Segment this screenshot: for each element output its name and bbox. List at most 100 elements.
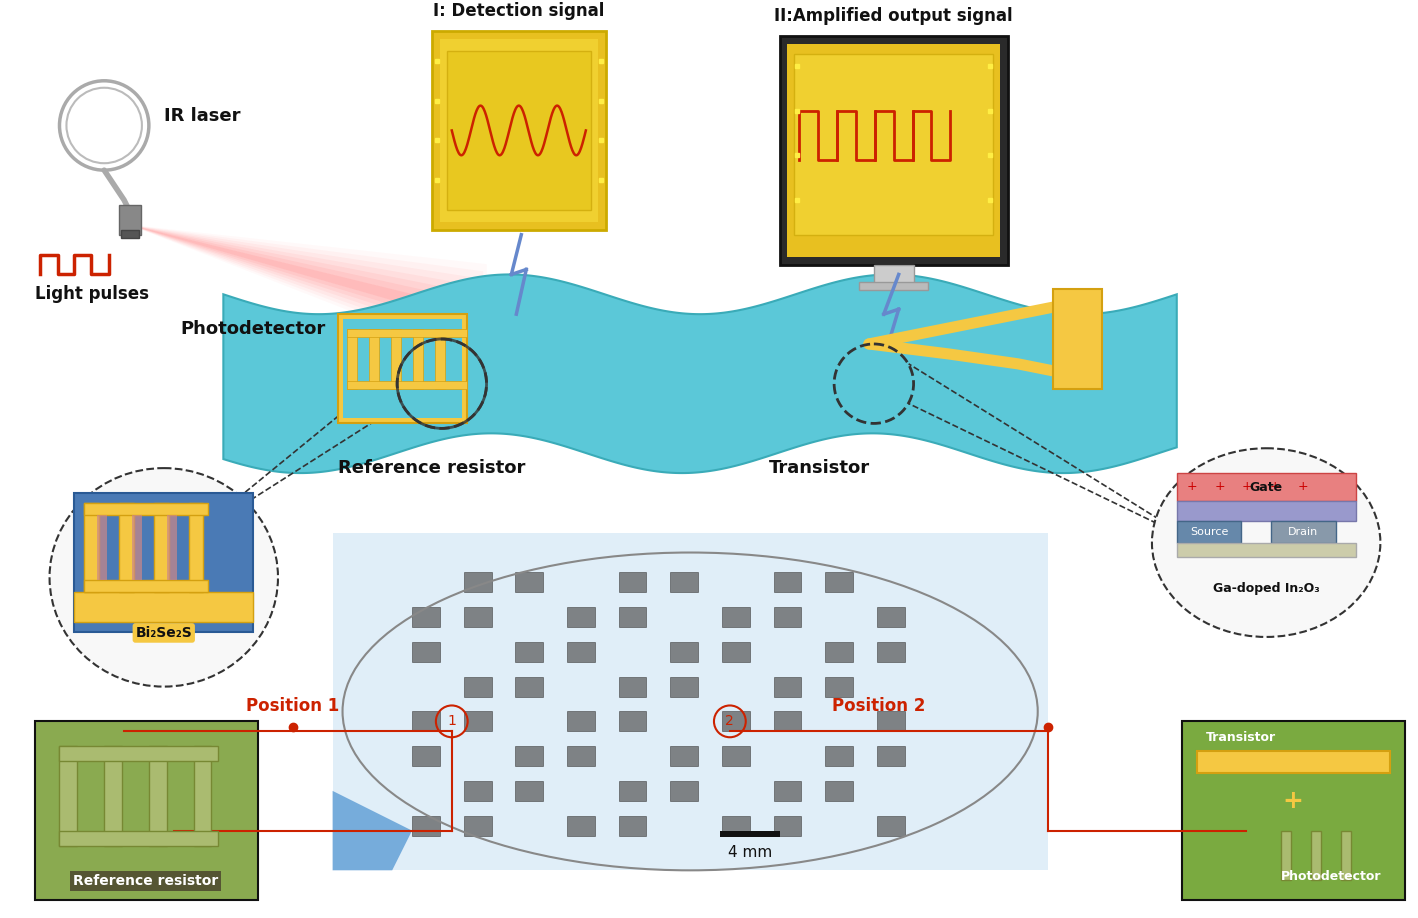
Bar — [618, 711, 647, 732]
Text: Photodetector: Photodetector — [1280, 870, 1381, 883]
Text: Gate: Gate — [1249, 481, 1283, 495]
Bar — [149, 746, 167, 845]
Text: Reference resistor: Reference resistor — [339, 459, 526, 477]
Bar — [618, 573, 647, 592]
Text: 1: 1 — [447, 714, 457, 728]
Bar — [413, 329, 423, 388]
Bar — [464, 711, 492, 732]
Ellipse shape — [1151, 448, 1380, 637]
Bar — [774, 816, 801, 835]
Text: Drain: Drain — [1288, 527, 1317, 537]
Bar — [84, 503, 208, 515]
Bar — [1177, 473, 1356, 501]
Bar — [413, 642, 440, 662]
Bar — [876, 816, 905, 835]
Bar — [189, 503, 204, 592]
Bar — [167, 515, 177, 580]
Polygon shape — [333, 791, 413, 870]
Bar — [98, 515, 108, 580]
Bar — [60, 746, 218, 761]
Text: +: + — [1297, 480, 1309, 494]
Bar — [671, 746, 698, 766]
Polygon shape — [224, 274, 1177, 473]
Bar — [1177, 543, 1356, 557]
Text: Ga-doped In₂O₃: Ga-doped In₂O₃ — [1212, 582, 1320, 595]
Text: Source: Source — [1190, 527, 1229, 537]
Bar — [873, 264, 913, 285]
Bar — [774, 677, 801, 697]
Bar — [464, 607, 492, 627]
Bar — [515, 781, 543, 800]
Bar — [876, 607, 905, 627]
Bar — [859, 283, 929, 290]
Bar — [60, 746, 78, 845]
Text: +: + — [1269, 480, 1280, 494]
Text: I: Detection signal: I: Detection signal — [432, 2, 604, 20]
Bar — [774, 573, 801, 592]
Bar — [1197, 751, 1390, 773]
Bar — [153, 503, 169, 592]
Bar — [413, 816, 440, 835]
Bar — [787, 44, 1000, 256]
Bar — [413, 607, 440, 627]
Bar — [74, 493, 254, 632]
Bar — [413, 711, 440, 732]
Bar — [515, 677, 543, 697]
Bar — [34, 722, 258, 901]
Bar — [440, 39, 598, 222]
Bar — [464, 573, 492, 592]
Bar — [876, 746, 905, 766]
Bar — [369, 329, 379, 388]
Bar — [774, 711, 801, 732]
Bar — [432, 31, 605, 230]
Polygon shape — [129, 225, 476, 342]
Bar — [347, 329, 357, 388]
Polygon shape — [129, 225, 465, 321]
Text: +: + — [1282, 789, 1303, 812]
Bar — [119, 503, 133, 592]
Polygon shape — [129, 225, 472, 336]
Polygon shape — [129, 225, 462, 314]
Ellipse shape — [50, 468, 278, 687]
Bar — [337, 314, 467, 423]
Text: II:Amplified output signal: II:Amplified output signal — [774, 7, 1012, 25]
Text: Bi₂Se₂S: Bi₂Se₂S — [135, 626, 193, 640]
Bar — [825, 781, 854, 800]
Text: Light pulses: Light pulses — [34, 285, 149, 303]
Bar — [84, 580, 208, 592]
Bar — [435, 329, 445, 388]
Bar — [515, 642, 543, 662]
Bar — [794, 54, 993, 235]
Bar — [780, 36, 1008, 264]
Bar — [825, 573, 854, 592]
Bar — [876, 711, 905, 732]
Bar — [464, 816, 492, 835]
Bar — [104, 746, 122, 845]
Bar — [84, 503, 99, 592]
Bar — [1310, 831, 1320, 880]
Bar — [447, 51, 591, 210]
Bar — [722, 607, 750, 627]
Text: +: + — [1187, 480, 1197, 494]
Bar — [1271, 521, 1336, 543]
Polygon shape — [129, 225, 479, 350]
Text: 2: 2 — [726, 714, 735, 728]
Bar — [60, 831, 218, 845]
Bar — [567, 711, 594, 732]
Bar — [567, 816, 594, 835]
Text: Photodetector: Photodetector — [180, 320, 326, 338]
Bar — [1181, 722, 1405, 901]
Bar — [671, 677, 698, 697]
Text: IR laser: IR laser — [163, 106, 240, 125]
Bar — [1177, 501, 1356, 521]
Text: Transistor: Transistor — [769, 459, 869, 477]
Bar — [722, 746, 750, 766]
Bar — [720, 831, 780, 836]
Text: 4 mm: 4 mm — [727, 845, 771, 860]
Bar — [825, 746, 854, 766]
Bar — [774, 607, 801, 627]
Bar — [618, 677, 647, 697]
Text: +: + — [1214, 480, 1225, 494]
Bar — [333, 532, 1048, 870]
Bar — [618, 781, 647, 800]
